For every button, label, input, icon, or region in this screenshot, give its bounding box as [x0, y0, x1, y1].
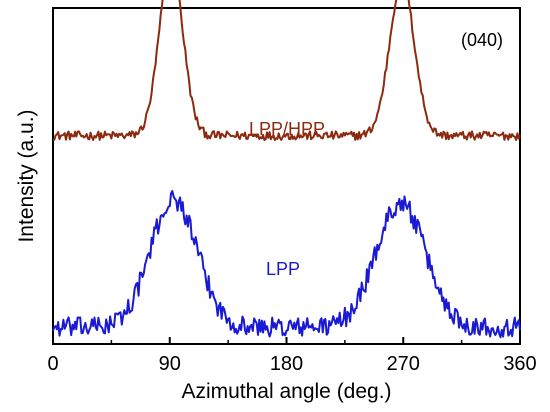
x-tick-label-360: 360: [503, 353, 536, 375]
series-label-lpphpp: LPP/HPP: [249, 119, 325, 139]
x-axis-title: Azimuthal angle (deg.): [181, 380, 391, 403]
x-tick-label-90: 90: [159, 353, 181, 375]
plot-area: [53, 8, 520, 344]
series-layer: [53, 0, 520, 337]
x-tick-label-270: 270: [387, 353, 420, 375]
x-tick-label-0: 0: [47, 353, 58, 375]
x-tick-label-180: 180: [270, 353, 303, 375]
plot-frame: [53, 8, 520, 344]
y-axis-title: Intensity (a.u.): [15, 109, 38, 242]
annotation-040: (040): [461, 30, 503, 50]
series-label-lpp: LPP: [266, 259, 300, 279]
x-ticks: 0 90 180 270 360: [47, 337, 536, 375]
